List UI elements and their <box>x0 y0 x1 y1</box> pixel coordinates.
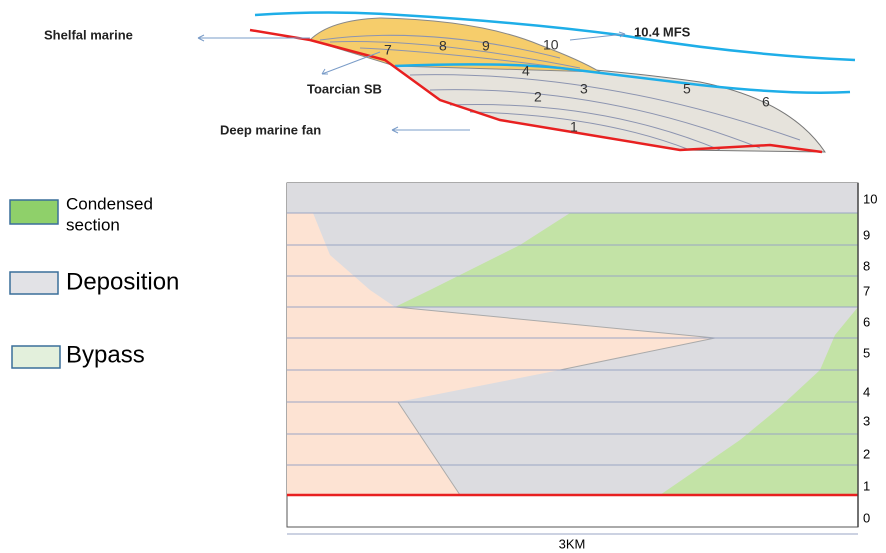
legend: Condensed section Deposition Bypass <box>9 194 179 369</box>
level-label: 4 <box>863 384 870 399</box>
grid-lines <box>287 212 858 466</box>
level-label: 9 <box>863 227 870 242</box>
unit-label: 4 <box>522 63 530 79</box>
scale-label: 3KM <box>559 536 586 551</box>
unit-label: 9 <box>482 38 490 54</box>
legend-label: Condensed <box>66 194 153 213</box>
level-label: 5 <box>863 345 870 360</box>
unit-label: 1 <box>570 119 578 135</box>
condensed-area <box>395 213 858 307</box>
unit-label: 10 <box>543 37 559 53</box>
level-label: 7 <box>863 283 870 298</box>
level-label: 2 <box>863 446 870 461</box>
legend-label: Deposition <box>66 268 179 295</box>
legend-swatch <box>9 199 59 225</box>
pointer-lines <box>197 31 626 134</box>
shelfal-label: Shelfal marine <box>44 27 133 42</box>
unit-label: 5 <box>683 81 691 97</box>
cross-section: Shelfal marine 10.4 MFS Toarcian SB Deep… <box>44 11 856 154</box>
unit-label: 2 <box>534 89 542 105</box>
legend-swatch <box>11 345 61 369</box>
legend-swatch <box>9 271 59 295</box>
mfs-blue-line <box>394 63 851 94</box>
wheeler-diagram: 10 9 8 7 6 5 4 3 2 1 0 3KM <box>286 182 877 551</box>
unit-label: 7 <box>384 42 392 58</box>
level-label: 0 <box>863 510 870 525</box>
level-label: 8 <box>863 258 870 273</box>
unit-label: 3 <box>580 81 588 97</box>
level-label: 6 <box>863 314 870 329</box>
bypass-area <box>287 213 715 495</box>
condensed-area <box>660 307 858 495</box>
sb-label: Toarcian SB <box>307 81 382 96</box>
unit-label: 6 <box>762 94 770 110</box>
level-label: 1 <box>863 478 870 493</box>
fan-label: Deep marine fan <box>220 122 321 137</box>
strata-lines <box>319 34 801 151</box>
level-label: 3 <box>863 413 870 428</box>
legend-label: section <box>66 215 120 234</box>
level-label: 10 <box>863 191 877 206</box>
top-blue-line <box>254 11 856 62</box>
mfs-label: 10.4 MFS <box>634 24 691 39</box>
legend-label: Bypass <box>66 341 145 368</box>
sb-red-line <box>249 28 823 154</box>
unit-label: 8 <box>439 38 447 54</box>
